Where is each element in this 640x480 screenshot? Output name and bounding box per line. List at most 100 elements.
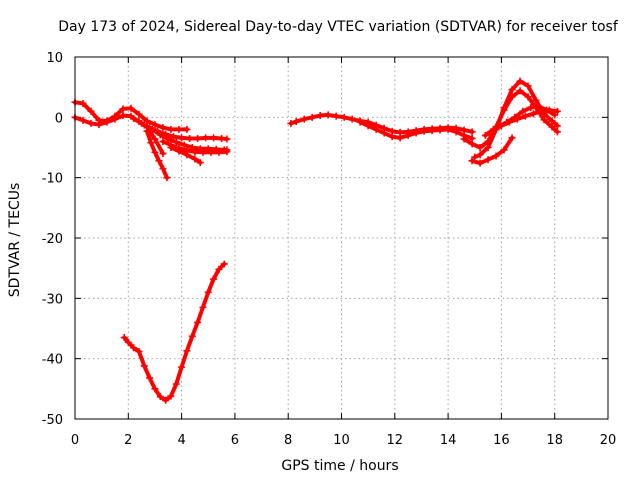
data-point-marker [481,131,489,139]
data-point-marker [159,165,167,173]
data-point-marker [130,344,138,352]
data-point-marker [476,144,484,151]
data-point-marker [308,113,316,121]
data-point-marker [519,107,527,115]
data-point-marker [140,362,148,370]
data-point-marker [175,147,183,155]
data-point-marker [527,104,535,112]
data-point-marker [180,141,188,149]
data-point-marker [548,123,556,131]
data-point-marker [220,260,228,268]
data-point-marker [495,123,503,131]
data-point-marker [500,104,508,112]
data-point-marker [412,129,420,137]
data-point-marker [119,105,127,113]
data-point-marker [316,112,324,120]
data-point-marker [178,134,186,142]
data-point-marker [146,374,154,382]
data-point-marker [287,119,295,127]
series-trace [122,261,227,403]
data-point-marker [127,104,135,112]
data-point-marker [340,113,348,121]
data-point-marker [191,148,199,156]
data-point-marker [532,96,540,104]
data-point-marker [163,174,171,182]
x-tick-label: 2 [124,433,132,448]
data-point-marker [167,125,175,133]
data-point-marker [484,156,492,164]
data-point-marker [111,115,119,123]
data-point-marker [210,134,218,142]
series-arc-end-d [487,102,559,136]
data-point-marker [143,127,151,135]
data-point-marker [207,148,215,156]
data-point-marker [484,144,492,151]
data-point-marker [292,118,300,126]
y-tick-label: -50 [42,413,63,428]
data-point-marker [119,112,127,120]
data-point-marker [202,134,210,142]
data-point-marker [148,125,156,133]
data-point-marker [356,118,364,126]
data-point-marker [428,127,436,135]
data-point-marker [124,338,132,346]
data-point-marker [223,135,231,143]
data-point-marker [524,82,532,90]
plot-border [74,56,609,420]
data-point-marker [204,288,212,296]
data-point-marker [471,153,479,161]
y-tick-label: 10 [46,51,63,66]
data-point-marker [159,124,167,132]
data-point-marker [151,135,159,143]
axis-ticks: 0 2 4 6 8 10 12 14 16 18 20 10 0 -10 -20 -30 -40 -50 [42,51,617,448]
data-point-marker [215,148,223,156]
data-point-marker [553,128,561,136]
x-tick-label: 6 [231,433,239,448]
data-point-marker [130,115,138,123]
data-point-marker [553,122,561,130]
series-trace [472,79,560,160]
y-axis-label: SDTVAR / TECUs [7,183,23,298]
data-point-marker [388,133,396,141]
series-arc-end-b [471,77,561,161]
data-point-marker [535,102,543,110]
data-points [71,77,561,404]
data-point-marker [476,151,484,159]
data-point-marker [140,121,148,129]
series-arc-end-e [468,134,516,167]
data-point-marker [183,151,191,159]
data-point-marker [476,159,484,167]
data-point-marker [332,112,340,120]
y-tick-label: 0 [55,111,63,126]
data-point-marker [460,135,468,143]
data-point-marker [87,119,95,127]
x-tick-label: 8 [284,433,292,448]
x-tick-label: 18 [546,433,563,448]
x-tick-label: 10 [333,433,350,448]
data-point-marker [324,111,332,119]
data-point-marker [516,87,524,95]
data-point-marker [194,318,202,326]
data-point-marker [404,131,412,139]
data-point-marker [79,99,87,107]
data-point-marker [210,275,218,283]
chart-title: Day 173 of 2024, Sidereal Day-to-day VTE… [58,19,619,35]
data-point-marker [178,363,186,371]
data-point-marker [548,117,556,125]
data-point-marker [199,148,207,156]
y-tick-label: -10 [42,172,63,187]
data-point-marker [511,113,519,121]
data-point-marker [452,128,460,136]
data-point-marker [95,121,103,129]
data-point-marker [135,347,143,355]
data-point-marker [516,77,524,85]
data-point-marker [164,135,172,143]
data-point-marker [135,110,143,118]
series-arc-drop [143,127,171,182]
data-point-marker [188,332,196,340]
data-point-marker [348,115,356,123]
data-point-marker [508,134,516,142]
